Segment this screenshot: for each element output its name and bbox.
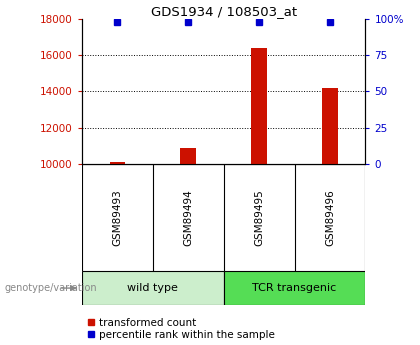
Text: TCR transgenic: TCR transgenic xyxy=(252,283,337,293)
Bar xyxy=(82,271,224,305)
Text: GSM89496: GSM89496 xyxy=(325,189,335,246)
Bar xyxy=(251,48,267,164)
Legend: transformed count, percentile rank within the sample: transformed count, percentile rank withi… xyxy=(87,318,274,340)
Bar xyxy=(181,148,196,164)
Text: GSM89493: GSM89493 xyxy=(112,189,122,246)
Text: genotype/variation: genotype/variation xyxy=(4,283,97,293)
Text: wild type: wild type xyxy=(127,283,178,293)
Bar xyxy=(110,162,125,164)
Text: GSM89494: GSM89494 xyxy=(183,189,193,246)
Bar xyxy=(224,271,365,305)
Text: GSM89495: GSM89495 xyxy=(254,189,264,246)
Title: GDS1934 / 108503_at: GDS1934 / 108503_at xyxy=(151,5,297,18)
Bar xyxy=(322,88,338,164)
